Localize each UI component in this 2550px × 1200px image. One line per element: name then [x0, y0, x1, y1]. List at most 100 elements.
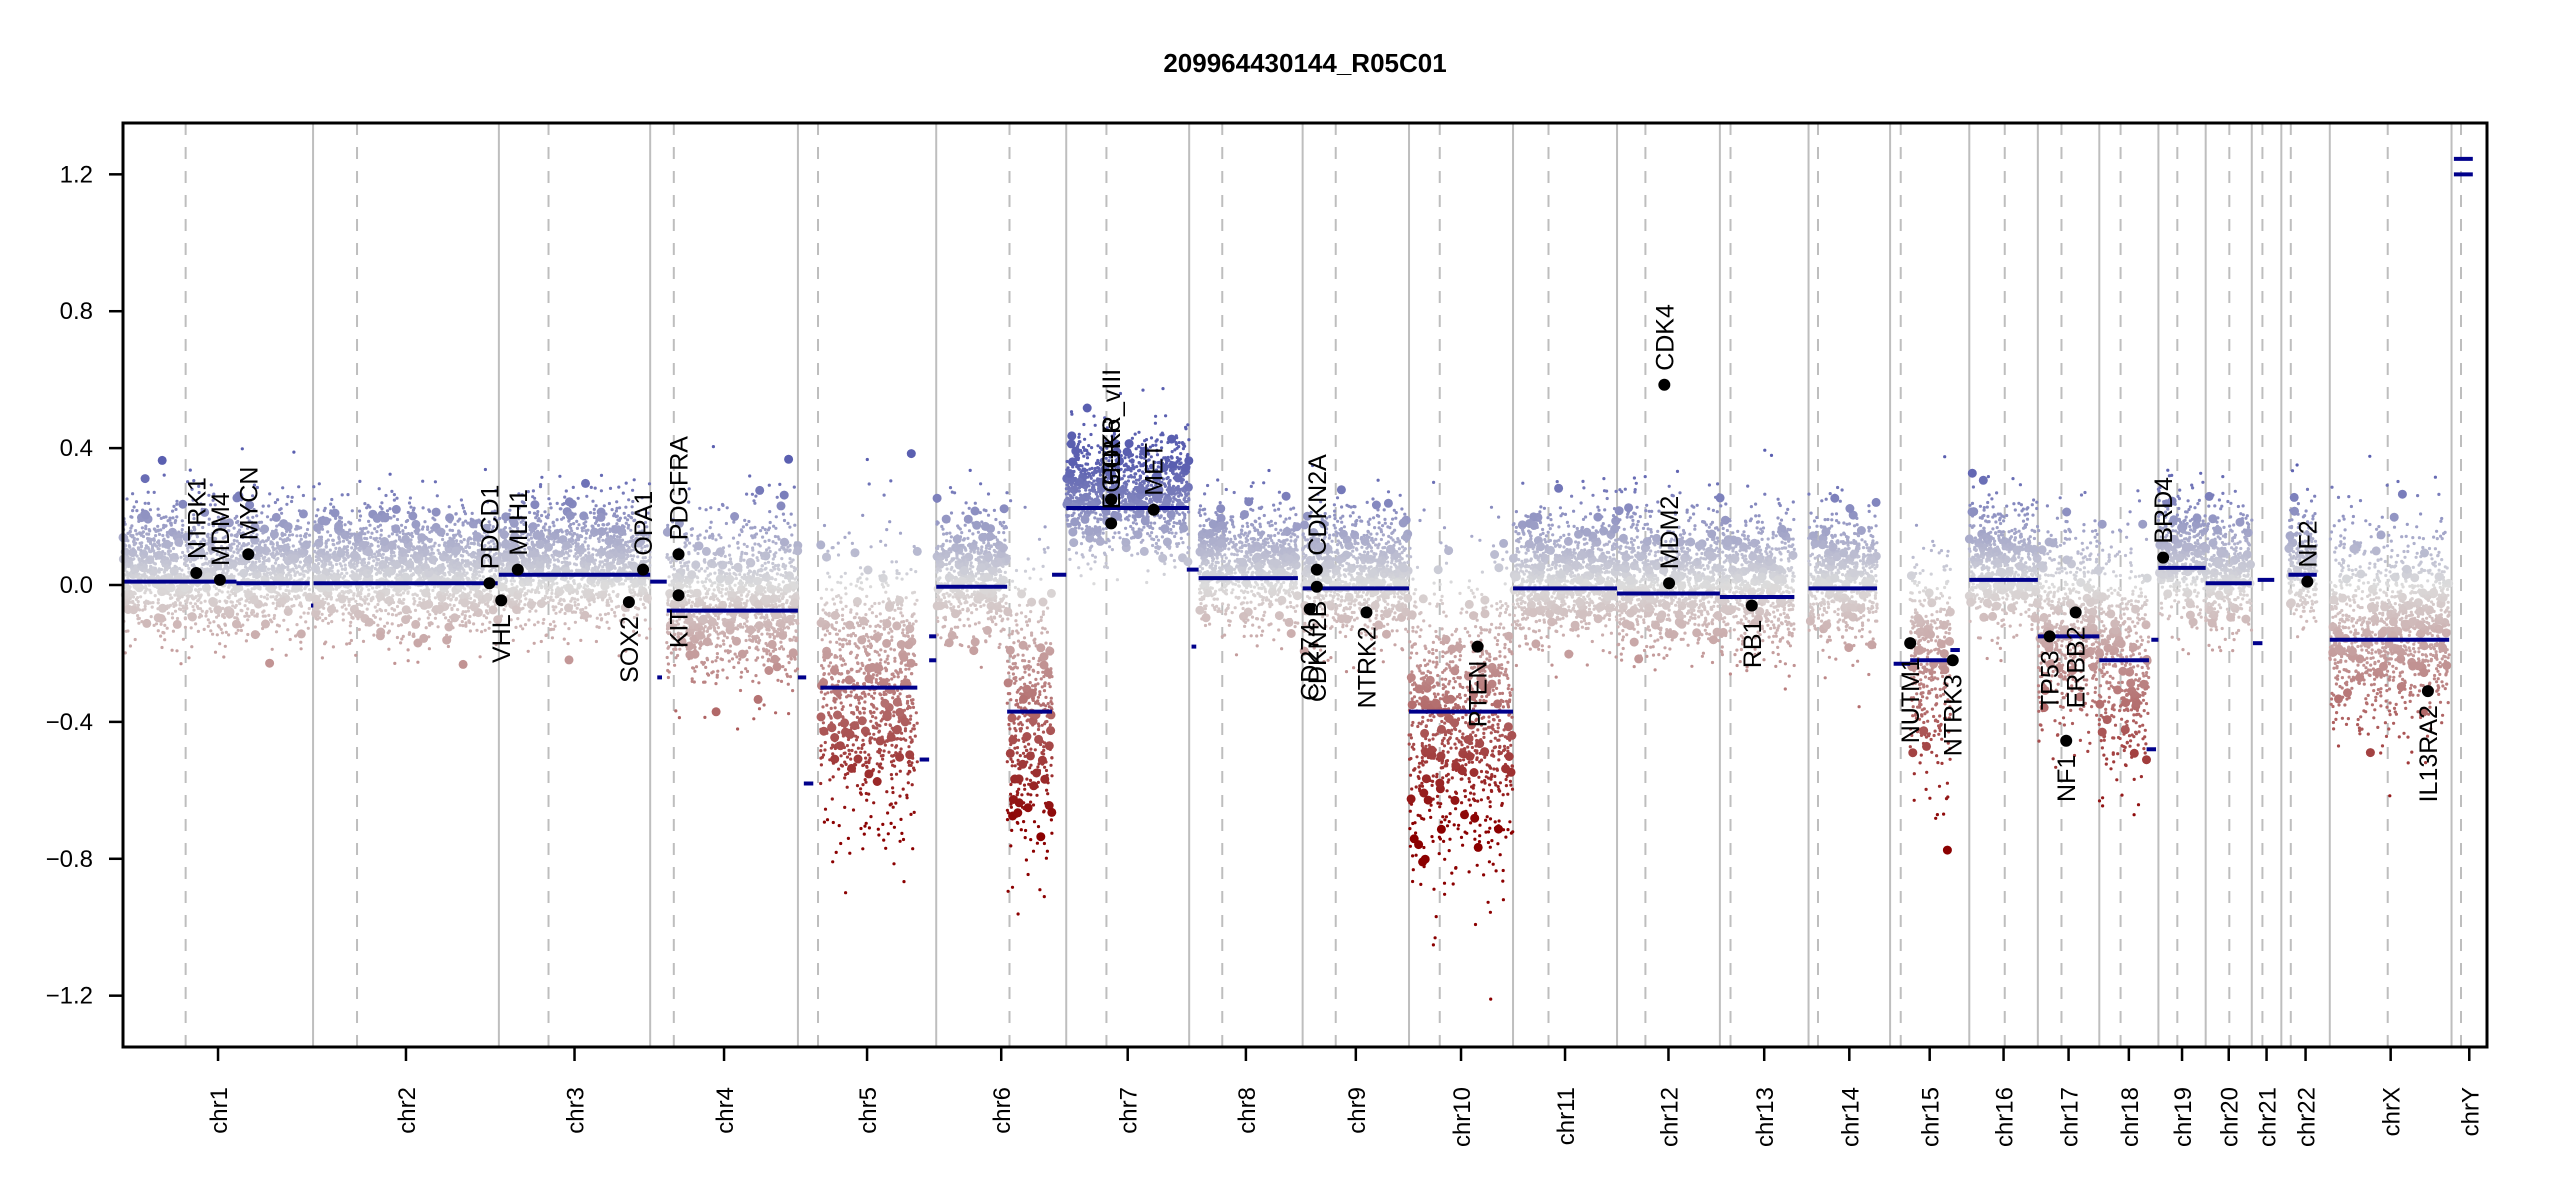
probe-point: [146, 536, 150, 541]
probe-point: [373, 552, 377, 556]
probe-point: [158, 603, 168, 613]
probe-point: [319, 539, 323, 543]
probe-point: [556, 559, 561, 563]
probe-point: [456, 519, 460, 523]
probe-point: [583, 583, 587, 587]
probe-point: [188, 468, 192, 472]
probe-point: [421, 547, 425, 551]
probe-point: [360, 561, 364, 565]
probe-point: [423, 576, 427, 581]
probe-point: [502, 569, 506, 574]
probe-point: [149, 591, 153, 595]
probe-point: [550, 588, 554, 592]
probe-point: [385, 621, 389, 625]
probe-point: [449, 518, 453, 523]
probe-point: [218, 642, 222, 646]
probe-point: [390, 489, 394, 493]
probe-point: [204, 557, 208, 561]
probe-point: [570, 536, 574, 540]
probe-point: [287, 526, 291, 530]
probe-point: [549, 598, 553, 602]
probe-point: [207, 593, 211, 597]
probe-point: [236, 618, 240, 622]
probe-point: [165, 568, 169, 572]
probe-point: [343, 523, 347, 527]
probe-point: [598, 613, 602, 617]
probe-point: [144, 546, 148, 550]
probe-point: [178, 623, 182, 627]
probe-point: [300, 554, 305, 558]
probe-point: [356, 560, 360, 565]
probe-point: [150, 605, 154, 609]
probe-point: [548, 525, 552, 529]
probe-point: [587, 562, 592, 566]
probe-point: [540, 600, 545, 604]
probe-point: [224, 601, 228, 605]
probe-point: [257, 550, 261, 555]
probe-point: [430, 526, 434, 530]
probe-point: [363, 561, 367, 565]
probe-point: [336, 572, 340, 576]
probe-point: [575, 526, 580, 531]
probe-point: [417, 555, 421, 559]
probe-point: [612, 610, 617, 615]
probe-point: [444, 553, 449, 557]
probe-point: [246, 568, 250, 573]
probe-point: [162, 515, 166, 520]
probe-point: [588, 536, 592, 540]
probe-point: [584, 536, 588, 540]
probe-point: [395, 533, 399, 537]
probe-point: [641, 556, 645, 560]
probe-point: [466, 539, 470, 544]
probe-point: [390, 585, 394, 589]
probe-point: [128, 597, 132, 601]
probe-point: [428, 530, 432, 534]
probe-point: [148, 567, 152, 572]
probe-point: [350, 550, 359, 560]
probe-point: [199, 593, 203, 597]
probe-point: [322, 602, 326, 606]
probe-point: [549, 537, 553, 541]
probe-point: [624, 481, 628, 485]
probe-point: [563, 622, 567, 626]
probe-point: [174, 559, 178, 563]
probe-point: [225, 571, 229, 575]
probe-point: [272, 548, 276, 552]
probe-point: [551, 520, 555, 524]
probe-point: [195, 533, 199, 537]
probe-point: [552, 608, 556, 612]
probe-point: [375, 631, 385, 641]
probe-point: [244, 639, 248, 643]
probe-point: [469, 562, 474, 566]
probe-point: [207, 577, 211, 581]
probe-point: [162, 557, 166, 562]
probe-point: [204, 614, 208, 618]
probe-point: [161, 526, 166, 530]
probe-point: [552, 563, 556, 567]
probe-point: [285, 605, 289, 610]
probe-point: [290, 499, 294, 504]
probe-point: [223, 566, 227, 570]
probe-point: [437, 568, 441, 572]
probe-point: [546, 596, 550, 600]
probe-point: [390, 613, 395, 617]
probe-point: [618, 535, 622, 539]
probe-point: [396, 624, 401, 628]
probe-point: [151, 601, 155, 605]
probe-point: [384, 608, 388, 613]
probe-point: [153, 594, 157, 598]
probe-point: [129, 557, 133, 561]
probe-point: [342, 559, 346, 563]
probe-point: [197, 484, 201, 488]
probe-point: [152, 490, 156, 494]
probe-point: [287, 545, 291, 549]
probe-point: [357, 509, 362, 513]
probe-point: [175, 554, 179, 558]
probe-point: [373, 566, 377, 571]
probe-point: [402, 553, 406, 557]
probe-point: [197, 490, 201, 495]
probe-point: [647, 600, 651, 604]
probe-point: [489, 593, 493, 597]
probe-point: [302, 611, 306, 615]
probe-point: [554, 592, 558, 596]
